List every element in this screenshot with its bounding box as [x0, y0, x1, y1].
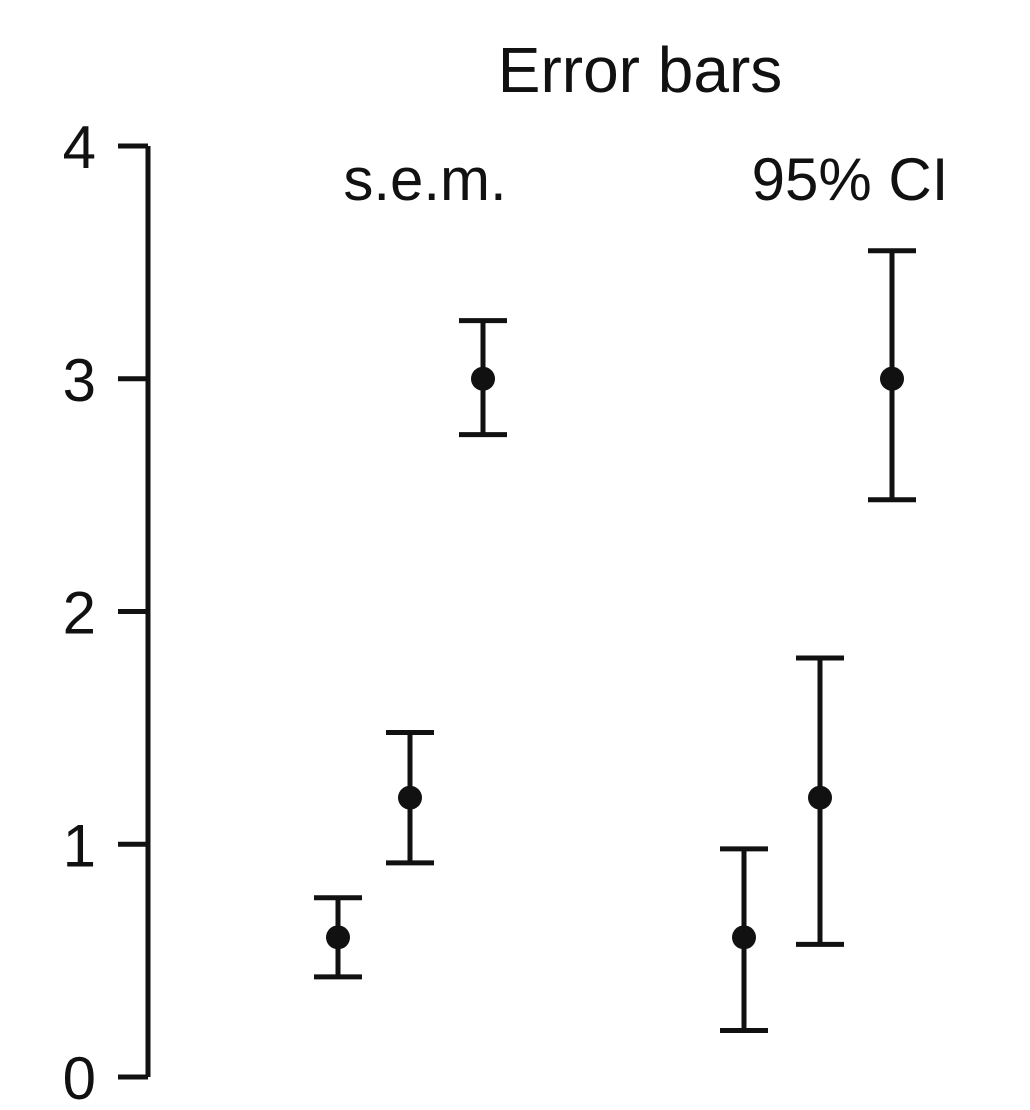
y-axis-ticks: 0 1 2 3 4: [63, 114, 148, 1110]
mean-point: [880, 366, 904, 391]
chart-title: Error bars: [498, 34, 783, 106]
error-bar-marks: [314, 248, 916, 1033]
group-label-ci: 95% CI: [752, 146, 949, 213]
y-tick-label: 4: [63, 114, 96, 181]
y-tick-label: 1: [63, 812, 96, 879]
y-tick-label: 0: [63, 1045, 96, 1110]
y-tick-label: 2: [63, 580, 96, 647]
mean-point: [398, 785, 422, 810]
y-tick-label: 3: [63, 347, 96, 414]
mean-point: [326, 925, 350, 950]
group-label-sem: s.e.m.: [343, 146, 506, 213]
mean-point: [471, 366, 495, 391]
mean-point: [808, 785, 832, 810]
mean-point: [732, 925, 756, 950]
